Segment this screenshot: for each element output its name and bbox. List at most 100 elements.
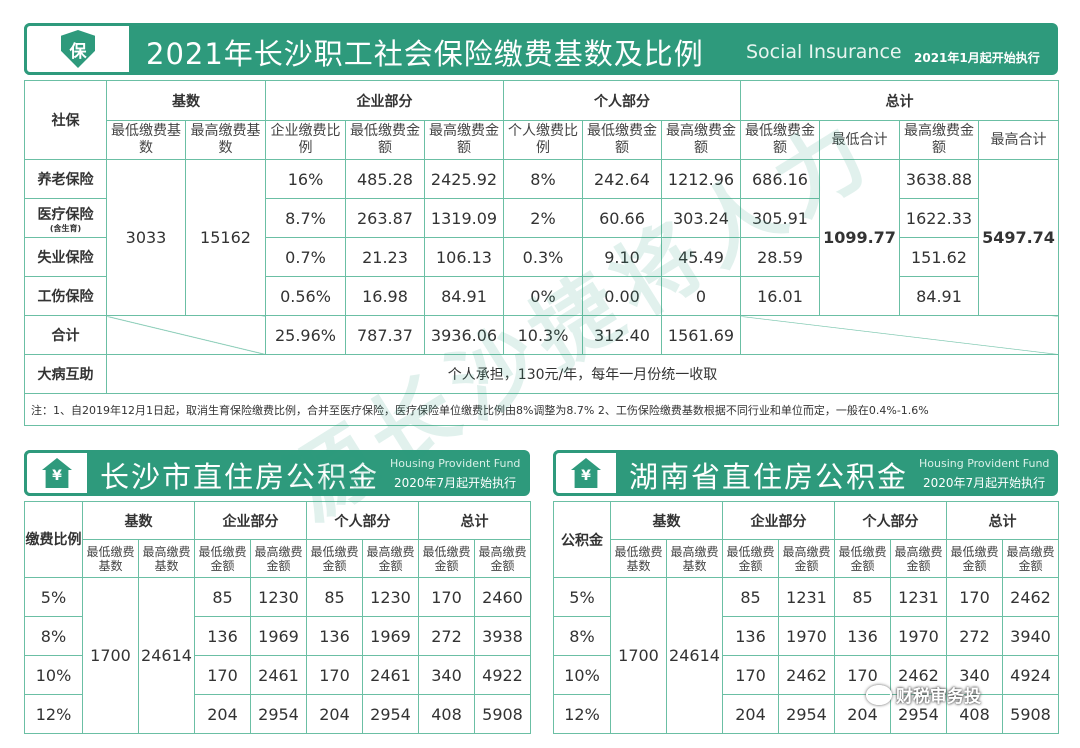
changsha-title: 长沙市直住房公积金: [100, 460, 380, 494]
page-title: 2021年长沙职工社会保险缴费基数及比例: [146, 37, 704, 71]
total-header: 总计: [740, 80, 1059, 121]
base-header: 基数: [82, 501, 195, 540]
ent-max: 84.91: [424, 276, 504, 316]
value-cell: 408: [418, 694, 475, 734]
per-min: 0.00: [582, 276, 662, 316]
subheader: 最低缴费金额: [306, 539, 363, 578]
value-cell: 3940: [1002, 616, 1059, 656]
enterprise-header: 企业部分: [722, 501, 835, 540]
sum-per-rate: 10.3%: [503, 315, 583, 355]
tot-min: 28.59: [740, 237, 820, 277]
ent-max: 106.13: [424, 237, 504, 277]
row-label-header: 公积金: [553, 501, 611, 578]
rate: 12%: [553, 694, 611, 734]
value-cell: 5908: [474, 694, 531, 734]
rate: 10%: [24, 655, 83, 695]
subheader: 最低缴费金额: [194, 539, 251, 578]
value-cell: 170: [306, 655, 363, 695]
serious-illness-text: 个人承担，130元/年，每年一月份统一收取: [106, 354, 1059, 394]
base-max: 15162: [185, 159, 266, 316]
value-cell: 85: [834, 577, 891, 617]
ent-rate: 16%: [265, 159, 346, 199]
subheader: 最高缴费基数: [666, 539, 723, 578]
hunan-logo: ¥: [553, 450, 619, 496]
sum-label: 合计: [24, 315, 107, 355]
subheader: 最低缴费金额: [946, 539, 1003, 578]
house-icon: ¥: [42, 458, 72, 488]
house-icon: ¥: [571, 458, 601, 488]
total-header: 总计: [946, 501, 1059, 540]
subheader: 最低缴费基数: [82, 539, 139, 578]
value-cell: 3938: [474, 616, 531, 656]
sum-per-max: 1561.69: [661, 315, 741, 355]
table-row: 10% 170 2461 170 2461 340 4922: [24, 655, 531, 695]
brand-name: 财税审务投: [896, 687, 981, 707]
subheader: 个人缴费比例: [503, 120, 583, 160]
ent-min: 21.23: [345, 237, 425, 277]
house-icon-char: ¥: [52, 468, 62, 484]
subheader: 最高缴费金额: [778, 539, 835, 578]
banner-effective-date: 2021年1月起开始执行: [914, 51, 1040, 65]
subheader: 最高缴费基数: [185, 120, 266, 160]
insurance-name: 失业保险: [24, 237, 107, 277]
insurance-name: 养老保险: [24, 159, 107, 199]
changsha-logo: ¥: [24, 450, 90, 496]
value-cell: 204: [834, 694, 891, 734]
value-cell: 2954: [250, 694, 307, 734]
table-row: 养老保险 3033 15162 16% 485.28 2425.92 8% 24…: [24, 159, 1059, 316]
tot-min: 16.01: [740, 276, 820, 316]
value-cell: 272: [418, 616, 475, 656]
table-row: 8% 136 1969 136 1969 272 3938: [24, 616, 531, 656]
value-cell: 2462: [890, 655, 947, 695]
tot-max: 1622.33: [899, 198, 979, 238]
serious-illness-row: 大病互助 个人承担，130元/年，每年一月份统一收取: [24, 354, 1059, 394]
value-cell: 170: [722, 655, 779, 695]
ent-min: 485.28: [345, 159, 425, 199]
hunan-fund-table: 公积金 基数 企业部分 个人部分 总计 最低缴费基数 最高缴费基数 最低缴费金额…: [553, 501, 1059, 734]
value-cell: 85: [194, 577, 251, 617]
value-cell: 5908: [1002, 694, 1059, 734]
min-total: 1099.77: [819, 159, 900, 316]
rate: 8%: [24, 616, 83, 656]
value-cell: 408: [946, 694, 1003, 734]
changsha-effective-date: 2020年7月起开始执行: [394, 476, 517, 490]
personal-header: 个人部分: [834, 501, 947, 540]
value-cell: 1231: [778, 577, 835, 617]
subheader: 最高缴费金额: [474, 539, 531, 578]
subheader: 最低缴费金额: [722, 539, 779, 578]
max-total: 5497.74: [978, 159, 1059, 316]
value-cell: 272: [946, 616, 1003, 656]
insurance-name: 工伤保险: [24, 276, 107, 316]
subheader: 最高缴费金额: [362, 539, 419, 578]
subheader: 最低缴费金额: [740, 120, 820, 160]
base-min: 1700: [610, 577, 667, 734]
value-cell: 1970: [890, 616, 947, 656]
insurance-note: (含生育): [49, 223, 82, 233]
subheader: 最高合计: [978, 120, 1059, 160]
changsha-fund-table: 缴费比例 基数 企业部分 个人部分 总计 最低缴费基数 最高缴费基数 最低缴费金…: [24, 501, 531, 734]
value-cell: 2461: [250, 655, 307, 695]
per-rate: 2%: [503, 198, 583, 238]
rate: 8%: [553, 616, 611, 656]
sum-ent-rate: 25.96%: [265, 315, 346, 355]
enterprise-header: 企业部分: [265, 80, 504, 121]
row-label-header: 缴费比例: [24, 501, 83, 578]
subheader: 最高缴费金额: [899, 120, 979, 160]
value-cell: 136: [722, 616, 779, 656]
rate: 5%: [553, 577, 611, 617]
subheader: 最高缴费金额: [424, 120, 504, 160]
value-cell: 1231: [890, 577, 947, 617]
per-min: 9.10: [582, 237, 662, 277]
personal-header: 个人部分: [306, 501, 419, 540]
table-row: 5% 1700 24614 85 1230 85 1230 170 2460: [24, 577, 531, 734]
insurance-name-text: 医疗保险: [37, 206, 94, 223]
diagonal-cell: [106, 315, 266, 355]
house-icon-char: ¥: [581, 468, 591, 484]
ent-min: 16.98: [345, 276, 425, 316]
value-cell: 170: [946, 577, 1003, 617]
value-cell: 2462: [1002, 577, 1059, 617]
wechat-icon: [866, 684, 892, 705]
subheader: 最高缴费金额: [1002, 539, 1059, 578]
changsha-banner: ¥ 长沙市直住房公积金 Housing Provident Fund 2020年…: [24, 450, 530, 496]
note-row: 注：1、自2019年12月1日起，取消生育保险缴费比例，合并至医疗保险，医疗保险…: [24, 393, 1059, 426]
